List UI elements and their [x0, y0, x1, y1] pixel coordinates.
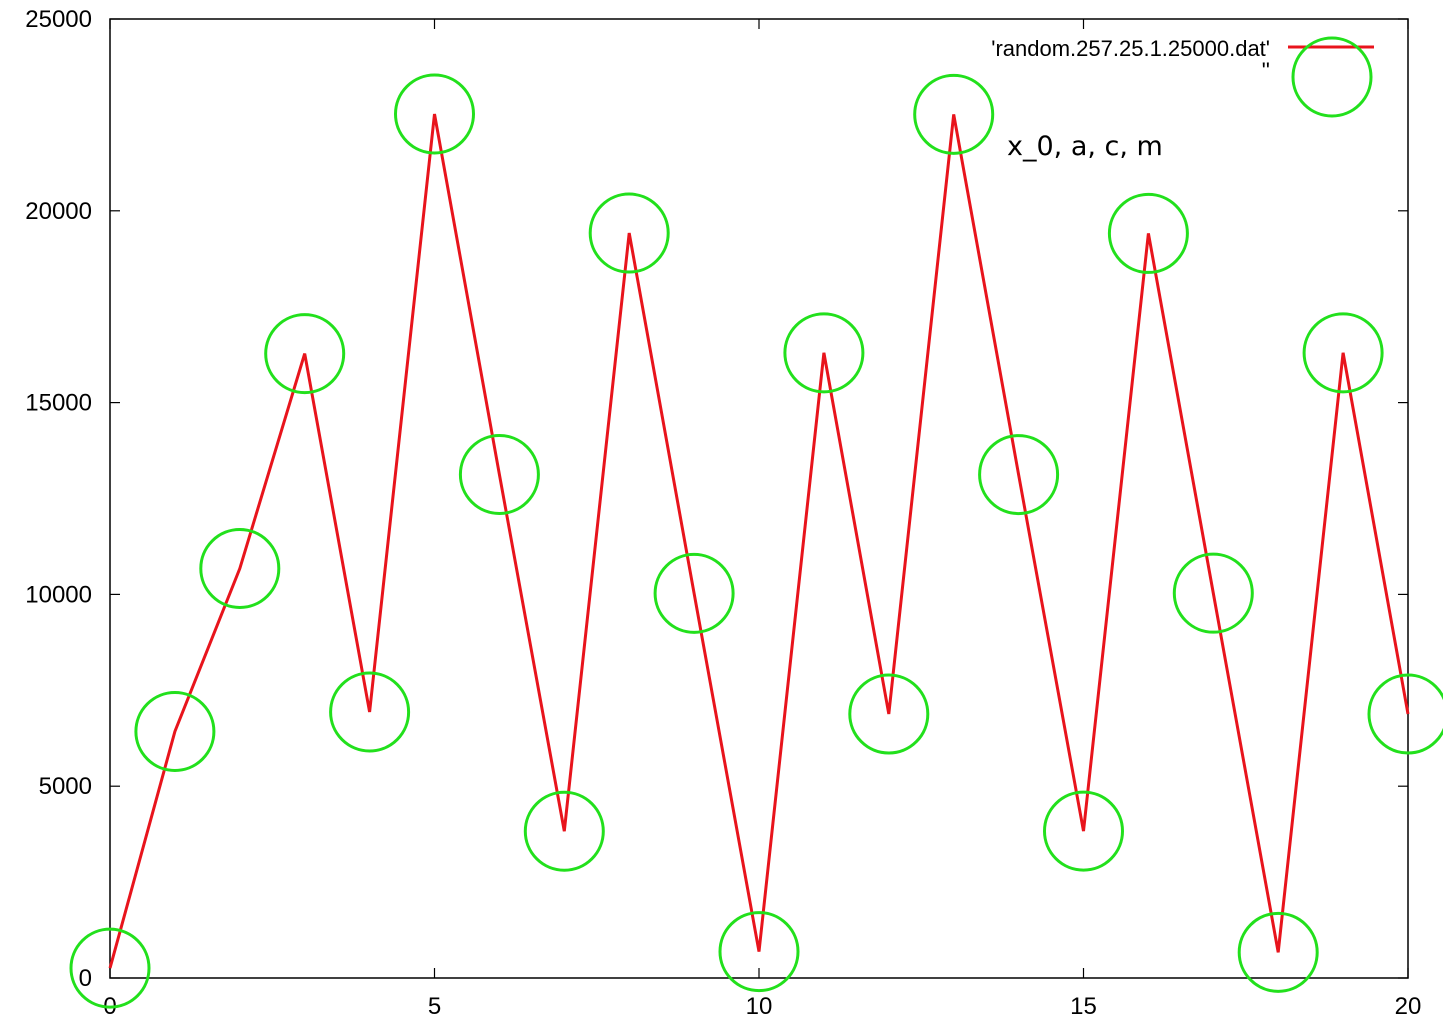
data-point-circle [523, 790, 605, 872]
x-tick-label: 15 [1070, 993, 1097, 1020]
y-tick-label: 5000 [39, 773, 92, 800]
legend: 'random.257.25.1.25000.dat' '' [991, 36, 1374, 118]
data-point-circle [1237, 911, 1319, 993]
data-point-circle [134, 690, 216, 772]
plot-frame [109, 18, 1409, 979]
data-point-circle [69, 927, 151, 1009]
data-point-circle [264, 313, 346, 395]
y-tick-label: 0 [79, 965, 92, 992]
data-point-circle [978, 434, 1060, 516]
data-point-circle [1367, 673, 1443, 755]
x-tick-label: 20 [1395, 993, 1422, 1020]
data-point-circle [1172, 552, 1254, 634]
data-line [108, 113, 1410, 969]
data-point-circle [848, 673, 930, 755]
x-tick-label: 5 [428, 993, 441, 1020]
series-line [108, 113, 1410, 969]
marker-group [69, 73, 1443, 1009]
data-point-circle [588, 192, 670, 274]
data-point-circle [913, 73, 995, 155]
y-tick-label: 25000 [25, 6, 92, 33]
data-point-circle [653, 552, 735, 634]
data-point-circle [329, 671, 411, 753]
legend-circle-swatch [1291, 36, 1373, 118]
y-tick-label: 10000 [25, 581, 92, 608]
data-point-circle [199, 527, 281, 609]
legend-label-0: 'random.257.25.1.25000.dat' [991, 36, 1270, 61]
annotation-text: x_0, a, c, m [1007, 131, 1163, 162]
data-point-circle [1043, 790, 1124, 872]
data-point-circle [1107, 192, 1189, 274]
y-tick-label: 20000 [25, 198, 92, 225]
data-point-circle [1302, 312, 1384, 394]
data-point-circle [718, 911, 800, 993]
data-point-circle [458, 433, 540, 515]
data-point-circle [394, 73, 475, 155]
x-tick-label: 10 [746, 993, 773, 1020]
y-tick-label: 15000 [25, 390, 92, 417]
legend-label-1: '' [1262, 58, 1270, 83]
data-point-circle [783, 312, 865, 394]
